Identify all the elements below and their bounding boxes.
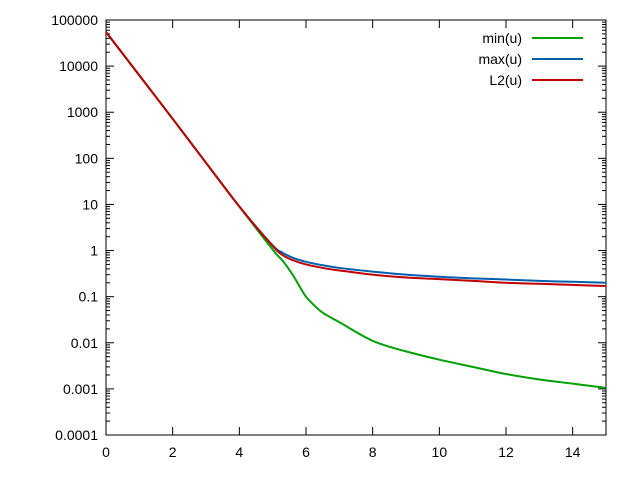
y-tick-label: 0.0001: [55, 427, 98, 443]
y-tick-label: 100000: [51, 12, 98, 28]
x-tick-label: 12: [498, 444, 514, 460]
y-tick-label: 10000: [59, 58, 98, 74]
x-tick-label: 4: [235, 444, 243, 460]
x-tick-label: 6: [302, 444, 310, 460]
x-tick-label: 14: [565, 444, 581, 460]
legend-label: L2(u): [489, 72, 522, 88]
series-line-l2u: [105, 31, 607, 288]
y-tick-label: 100: [75, 150, 99, 166]
x-tick-label: 10: [432, 444, 448, 460]
y-tick-label: 1: [90, 243, 98, 259]
axis-ticks: 0 2 4 6 8 10 12 14 0.0001 0.001 0.01 0.1 1 10 100 1000 1…: [51, 12, 606, 460]
y-tick-label: 10: [82, 196, 98, 212]
x-tick-label: 0: [102, 444, 110, 460]
plot-frame: [105, 19, 607, 436]
series-line-minu: [105, 31, 607, 389]
y-tick-label: 1000: [67, 104, 98, 120]
x-tick-label: 8: [369, 444, 377, 460]
series-line-maxu: [105, 31, 607, 284]
y-tick-label: 0.001: [63, 381, 98, 397]
legend: min(u) max(u) L2(u): [478, 30, 583, 88]
legend-label: min(u): [482, 30, 522, 46]
y-tick-label: 0.1: [79, 289, 99, 305]
x-tick-label: 2: [169, 444, 177, 460]
y-tick-label: 0.01: [71, 335, 98, 351]
series-lines: [105, 31, 607, 389]
legend-label: max(u): [478, 51, 522, 67]
